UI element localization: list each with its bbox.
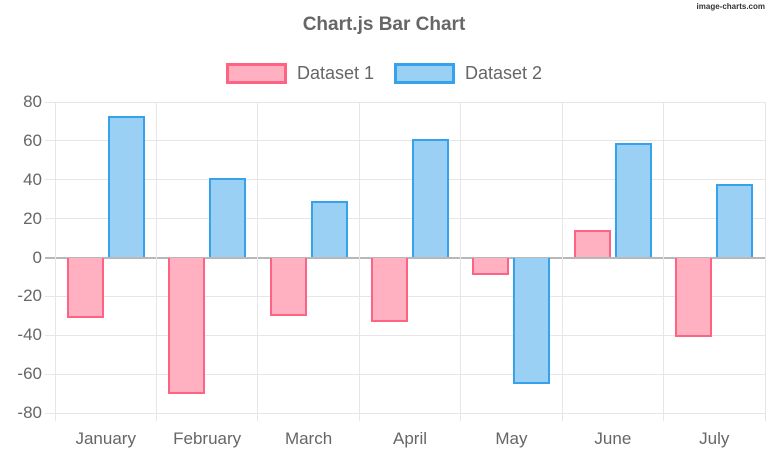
h-gridline--80: [45, 412, 765, 414]
bar-dataset-1-june[interactable]: [573, 230, 611, 258]
y-tick-label-80: 80: [23, 92, 42, 111]
bar-dataset-2-march[interactable]: [310, 201, 348, 258]
x-tick-label-april: April: [392, 429, 428, 448]
bar-dataset-2-july[interactable]: [716, 183, 754, 258]
x-tick-label-june: June: [594, 429, 632, 448]
h-gridline-60: [45, 140, 765, 142]
y-tick-label-20: 20: [23, 208, 42, 228]
y-tick-label--80: -80: [17, 403, 42, 422]
watermark-text: image-charts.com: [696, 2, 765, 11]
legend-item-dataset-1[interactable]: Dataset 1: [225, 63, 374, 84]
y-tick-label-60: 60: [23, 130, 42, 150]
x-tick-label-february: February: [173, 429, 242, 448]
h-gridline-40: [45, 179, 765, 181]
v-gridline-1: [155, 102, 157, 421]
bar-dataset-2-january[interactable]: [107, 115, 145, 258]
v-gridline-7: [764, 102, 766, 421]
x-tick-label-july: July: [699, 429, 730, 448]
bar-dataset-2-april[interactable]: [412, 138, 449, 258]
h-gridline--60: [45, 373, 765, 375]
v-gridline-3: [358, 102, 360, 421]
x-tick-label-may: May: [495, 429, 528, 448]
h-gridline-80: [45, 101, 765, 103]
legend-label-dataset-2: Dataset 2: [465, 63, 543, 83]
legend-swatch-dataset-1-icon: [225, 63, 287, 84]
x-tick-label-march: March: [284, 429, 333, 448]
y-tick-label--40: -40: [17, 325, 42, 345]
legend-swatch-dataset-2-icon: [394, 63, 455, 84]
h-gridline--40: [45, 334, 765, 336]
bar-dataset-2-may[interactable]: [513, 257, 551, 384]
v-gridline-4: [460, 102, 462, 421]
bar-dataset-1-may[interactable]: [472, 257, 510, 275]
bar-dataset-1-july[interactable]: [675, 257, 713, 338]
y-tick-label--60: -60: [17, 364, 42, 384]
bar-dataset-1-march[interactable]: [269, 257, 307, 316]
v-gridline-5: [561, 102, 563, 421]
y-tick-label-0: 0: [32, 247, 42, 267]
chart-title: Chart.js Bar Chart: [302, 14, 466, 35]
bar-dataset-1-april[interactable]: [371, 257, 408, 322]
bar-dataset-2-june[interactable]: [614, 142, 652, 258]
y-tick-label-40: 40: [23, 169, 42, 189]
y-tick-label--20: -20: [17, 286, 42, 306]
bar-dataset-2-february[interactable]: [209, 177, 247, 258]
bar-dataset-1-january[interactable]: [66, 257, 104, 318]
bar-dataset-1-february[interactable]: [168, 257, 206, 394]
v-gridline-0: [54, 102, 56, 421]
legend-item-dataset-2[interactable]: Dataset 2: [394, 63, 542, 84]
v-gridline-2: [257, 102, 259, 421]
h-gridline-20: [45, 218, 765, 220]
x-tick-label-january: January: [75, 429, 136, 448]
legend-label-dataset-1: Dataset 1: [296, 63, 374, 83]
v-gridline-6: [663, 102, 665, 421]
legend: Dataset 1 Dataset 2: [0, 63, 768, 84]
